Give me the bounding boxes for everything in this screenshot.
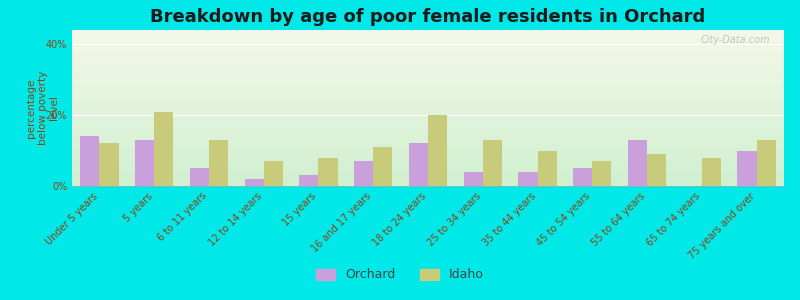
Bar <box>135 140 154 186</box>
Bar <box>647 154 666 186</box>
Bar <box>482 140 502 186</box>
Bar <box>573 168 592 186</box>
Bar <box>428 115 447 186</box>
Bar <box>409 143 428 186</box>
Bar <box>738 151 757 186</box>
Bar <box>264 161 283 186</box>
Bar <box>757 140 776 186</box>
Bar <box>154 112 174 186</box>
Bar <box>99 143 118 186</box>
Bar <box>80 136 99 186</box>
Bar <box>538 151 557 186</box>
Bar <box>518 172 538 186</box>
Bar <box>702 158 721 186</box>
Text: City-Data.com: City-Data.com <box>700 35 770 45</box>
Title: Breakdown by age of poor female residents in Orchard: Breakdown by age of poor female resident… <box>150 8 706 26</box>
Bar <box>209 140 228 186</box>
Legend: Orchard, Idaho: Orchard, Idaho <box>310 262 490 288</box>
Bar <box>354 161 374 186</box>
Bar <box>318 158 338 186</box>
Bar <box>628 140 647 186</box>
Bar <box>464 172 482 186</box>
Bar <box>245 179 264 186</box>
Bar <box>592 161 611 186</box>
Bar <box>299 176 318 186</box>
Bar <box>374 147 393 186</box>
Bar <box>190 168 209 186</box>
Y-axis label: percentage
below poverty
level: percentage below poverty level <box>26 71 59 145</box>
